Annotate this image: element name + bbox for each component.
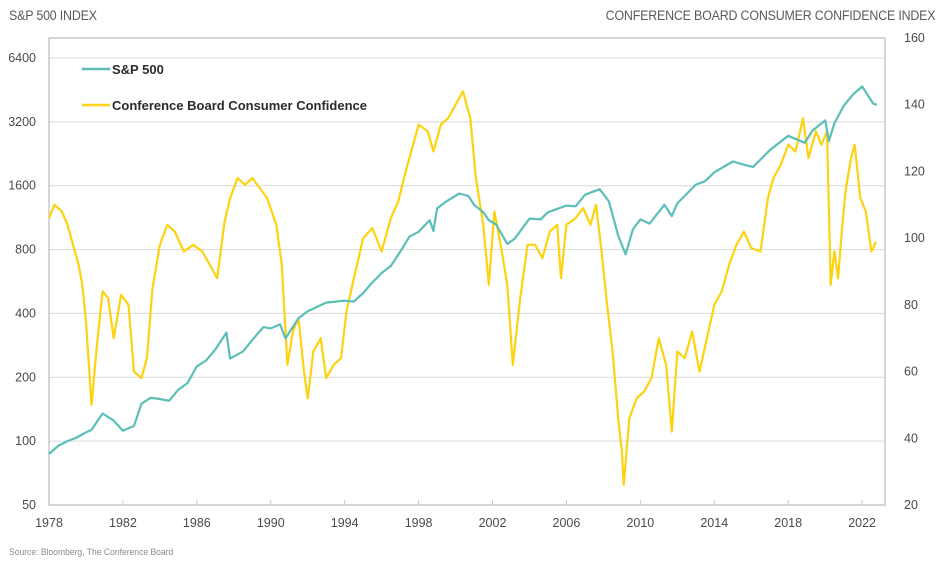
left-tick-label: 50: [22, 498, 36, 512]
left-tick-label: 3200: [8, 115, 36, 129]
x-tick-label: 1978: [35, 516, 63, 530]
left-tick-label: 200: [15, 370, 36, 384]
x-tick-label: 2022: [848, 516, 876, 530]
consumer-confidence-line: [47, 90, 878, 487]
right-tick-label: 140: [904, 98, 925, 112]
x-tick-label: 1998: [405, 516, 433, 530]
legend-label-sp500: S&P 500: [112, 62, 164, 77]
x-tick-label: 1982: [109, 516, 137, 530]
left-tick-label: 800: [15, 243, 36, 257]
gridlines: [49, 57, 885, 442]
right-tick-label: 100: [904, 231, 925, 245]
right-tick-label: 80: [904, 298, 918, 312]
left-axis-title: S&P 500 INDEX: [9, 8, 97, 23]
right-tick-label: 60: [904, 365, 918, 379]
x-tick-label: 2002: [479, 516, 507, 530]
series-lines: [47, 85, 878, 487]
left-tick-label: 100: [15, 434, 36, 448]
right-axis-title: CONFERENCE BOARD CONSUMER CONFIDENCE IND…: [605, 8, 935, 23]
x-axis: 1978 1982 1986 1990 1994 1998 2002 2006 2010 2014…: [35, 500, 876, 530]
right-tick-label: 40: [904, 431, 918, 445]
left-tick-label: 400: [15, 306, 36, 320]
x-tick-label: 1986: [183, 516, 211, 530]
x-tick-label: 2018: [774, 516, 802, 530]
x-tick-label: 2014: [700, 516, 728, 530]
left-tick-label: 6400: [8, 51, 36, 65]
right-tick-label: 120: [904, 164, 925, 178]
sp500-line: [48, 85, 878, 455]
plot-frame: [48, 37, 886, 506]
x-tick-label: 1994: [331, 516, 359, 530]
right-tick-label: 160: [904, 31, 925, 45]
right-tick-label: 20: [904, 498, 918, 512]
legend-label-cci: Conference Board Consumer Confidence: [112, 98, 367, 113]
right-y-axis: 20 40 60 80 100 120 140 160: [904, 31, 925, 512]
left-y-axis: 50 100 200 400 800 1600 3200 6400: [8, 51, 36, 512]
x-tick-label: 2010: [626, 516, 654, 530]
left-tick-label: 1600: [8, 179, 36, 193]
legend: S&P 500 Conference Board Consumer Confid…: [82, 62, 367, 113]
source-note: Source: Bloomberg, The Conference Board: [9, 547, 174, 558]
x-tick-label: 2006: [553, 516, 581, 530]
x-tick-label: 1990: [257, 516, 285, 530]
